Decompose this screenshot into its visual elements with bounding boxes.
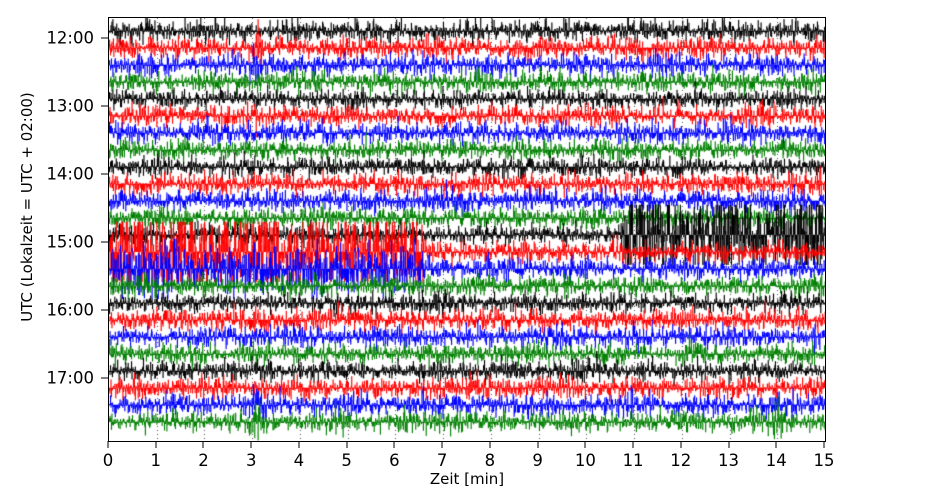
plot-area (108, 17, 826, 442)
x-tick-label: 0 (102, 451, 114, 470)
x-tick-label: 9 (532, 451, 543, 470)
x-tick-label: 12 (670, 451, 692, 470)
x-tick-label: 2 (198, 451, 209, 470)
y-tick-label: 16:00 (46, 300, 94, 320)
x-tick-label: 6 (389, 451, 400, 470)
x-tick-mark (728, 441, 730, 448)
x-tick-mark (155, 441, 157, 448)
x-tick-label: 11 (622, 451, 644, 470)
y-tick-mark (101, 37, 108, 39)
y-tick-label: 14:00 (46, 164, 94, 184)
y-tick-mark (101, 377, 108, 379)
seismogram-traces (109, 18, 825, 441)
x-tick-mark (680, 441, 682, 448)
y-tick-mark (101, 241, 108, 243)
y-tick-label: 15:00 (46, 232, 94, 252)
y-tick-label: 13:00 (46, 96, 94, 116)
x-tick-label: 10 (574, 451, 596, 470)
y-axis-title: UTC (Lokalzeit = UTC + 02:00) (18, 92, 36, 322)
x-tick-label: 13 (718, 451, 740, 470)
x-tick-label: 14 (765, 451, 787, 470)
x-tick-mark (393, 441, 395, 448)
x-tick-mark (298, 441, 300, 448)
x-tick-mark (441, 441, 443, 448)
x-tick-label: 7 (436, 451, 448, 470)
x-tick-mark (584, 441, 586, 448)
x-tick-mark (823, 441, 825, 448)
y-tick-mark (101, 105, 108, 107)
y-tick-mark (101, 173, 108, 175)
x-tick-label: 3 (245, 451, 257, 470)
y-tick-label: 17:00 (46, 368, 94, 388)
x-tick-mark (107, 441, 109, 448)
x-tick-mark (775, 441, 777, 448)
x-tick-mark (632, 441, 634, 448)
x-axis-title: Zeit [min] (429, 470, 505, 488)
y-tick-mark (101, 309, 108, 311)
x-tick-label: 1 (150, 451, 161, 470)
x-tick-label: 8 (484, 451, 496, 470)
y-tick-label: 12:00 (46, 28, 94, 48)
y-axis: 12:00 13:00 14:00 15:00 16:00 17:00 (0, 0, 108, 494)
x-tick-mark (346, 441, 348, 448)
x-tick-mark (202, 441, 204, 448)
x-tick-mark (489, 441, 491, 448)
x-tick-label: 15 (813, 451, 835, 470)
x-tick-label: 4 (293, 451, 305, 470)
x-tick-mark (250, 441, 252, 448)
x-tick-label: 5 (341, 451, 352, 470)
x-tick-mark (537, 441, 539, 448)
